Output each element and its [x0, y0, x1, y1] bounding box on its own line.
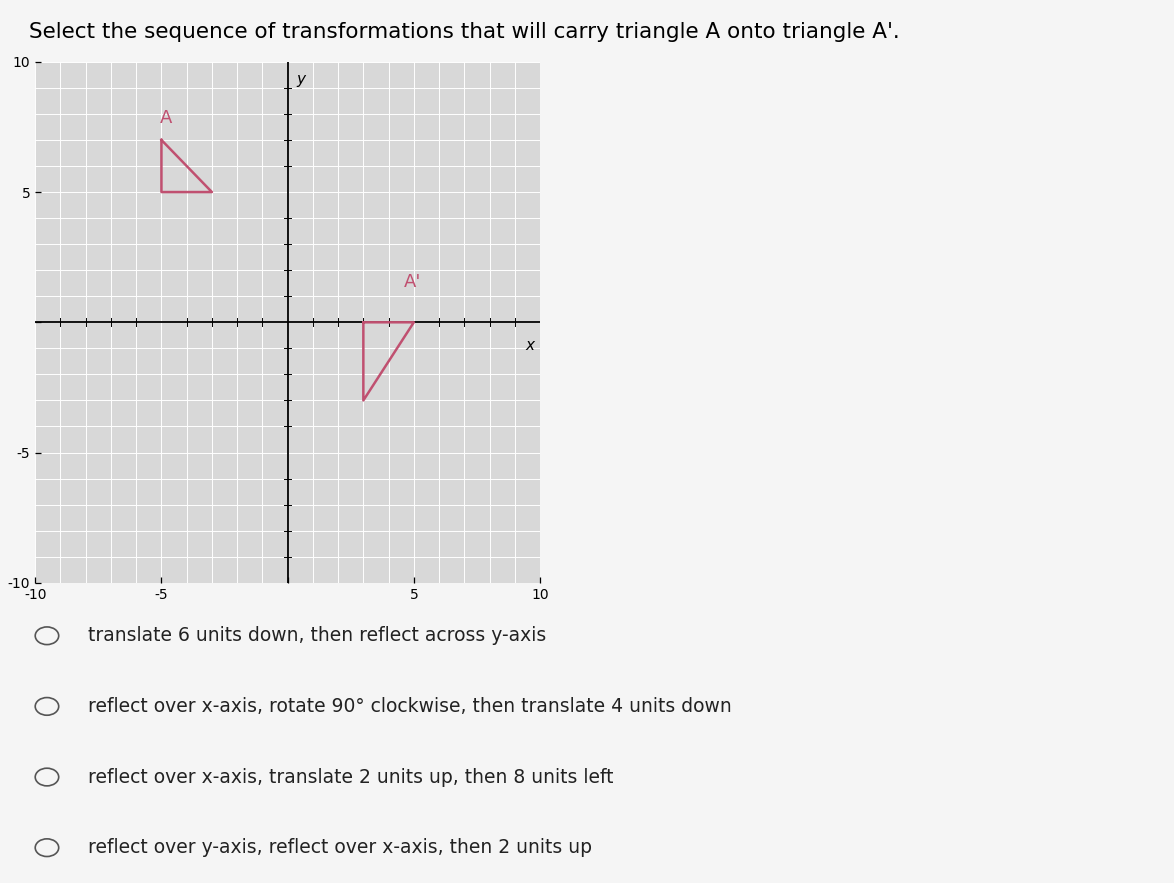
Text: reflect over x-axis, translate 2 units up, then 8 units left: reflect over x-axis, translate 2 units u… [88, 767, 614, 787]
Text: translate 6 units down, then reflect across y-axis: translate 6 units down, then reflect acr… [88, 626, 546, 645]
Text: Select the sequence of transformations that will carry triangle A onto triangle : Select the sequence of transformations t… [29, 22, 900, 42]
Text: A: A [161, 109, 173, 127]
Text: reflect over y-axis, reflect over x-axis, then 2 units up: reflect over y-axis, reflect over x-axis… [88, 838, 592, 857]
Text: y: y [297, 72, 305, 87]
Text: x: x [526, 338, 534, 353]
Text: reflect over x-axis, rotate 90° clockwise, then translate 4 units down: reflect over x-axis, rotate 90° clockwis… [88, 697, 731, 716]
Text: A': A' [404, 273, 421, 291]
